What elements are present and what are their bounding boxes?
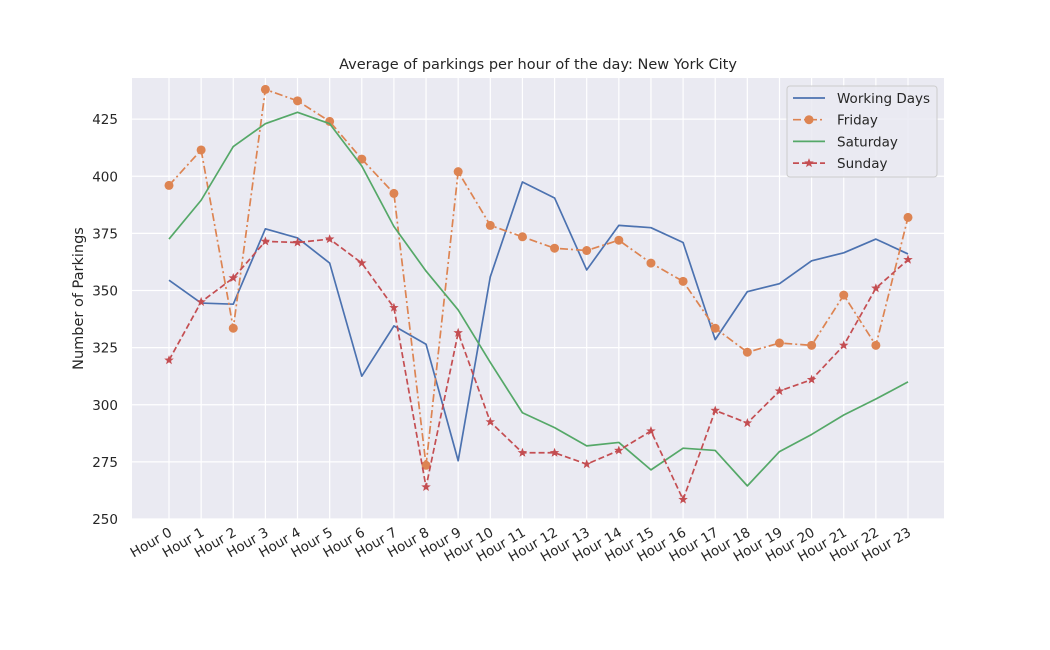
series-line-saturday [168,111,909,487]
data-point-sunday [517,447,528,457]
data-point-sunday [164,355,174,365]
data-point-friday [485,220,495,230]
series-sunday [164,234,913,504]
data-point-sunday [324,234,335,244]
data-point-sunday [549,447,560,457]
legend-label-working-days: Working Days [837,91,930,107]
data-point-sunday [838,340,849,350]
data-point-friday [357,154,367,164]
series-line-sunday [168,238,909,501]
data-point-sunday [774,386,785,396]
data-point-friday [807,340,817,350]
data-point-sunday [678,494,688,504]
y-axis-label: Number of Parkings [71,227,87,370]
series-working-days [168,181,909,462]
data-point-sunday [292,237,303,247]
series-friday [164,84,913,470]
data-point-friday [550,243,560,253]
data-point-friday [582,246,592,256]
data-point-friday [710,323,720,333]
chart-title: Average of parkings per hour of the day:… [339,57,737,73]
data-point-friday [196,145,206,155]
data-point-sunday [196,296,206,306]
data-point-sunday [485,416,496,426]
data-point-sunday [389,302,399,312]
data-point-friday [678,276,688,286]
data-point-friday [293,96,303,106]
data-point-sunday [421,482,431,492]
data-point-friday [517,232,527,242]
data-point-friday [903,212,913,222]
data-point-sunday [710,405,720,415]
data-point-friday [164,180,174,190]
y-tick-label: 425 [92,112,118,128]
y-tick-label: 400 [92,169,118,185]
y-tick-label: 275 [92,455,118,471]
legend-label-saturday: Saturday [837,134,898,150]
data-point-friday [614,235,624,245]
data-point-sunday [806,374,817,384]
data-point-friday [774,338,784,348]
data-point-friday [453,167,463,177]
series-group [164,84,913,504]
legend-label-sunday: Sunday [837,156,888,172]
data-point-friday [260,84,270,94]
data-point-sunday [228,272,239,282]
y-tick-labels: 250 275 300 325 350 375 400 425 [92,112,118,528]
data-point-sunday [260,236,271,246]
y-tick-label: 350 [92,284,118,300]
y-tick-label: 250 [92,512,118,528]
data-point-sunday [453,327,463,337]
series-line-friday [168,88,909,467]
data-point-sunday [614,445,624,455]
data-point-sunday [742,418,753,428]
data-point-friday [421,460,431,470]
y-tick-label: 325 [92,341,118,357]
data-point-sunday [903,254,913,264]
data-point-sunday [581,459,592,469]
legend-label-friday: Friday [837,113,878,129]
data-point-friday [742,347,752,357]
data-point-friday [228,323,238,333]
data-point-friday [389,188,399,198]
series-line-working-days [168,181,909,462]
data-point-sunday [646,426,656,436]
data-point-sunday [357,258,367,268]
data-point-friday [871,340,881,350]
data-point-friday [646,258,656,268]
y-tick-label: 300 [92,398,118,414]
legend-box [786,85,938,178]
y-tick-label: 375 [92,226,118,242]
legend: Working Days Friday Saturday Sunday [786,85,938,178]
data-point-friday [839,290,849,300]
data-point-sunday [871,283,881,293]
legend-marker-sunday [804,158,814,168]
series-saturday [168,111,909,487]
legend-marker-friday [804,115,814,125]
